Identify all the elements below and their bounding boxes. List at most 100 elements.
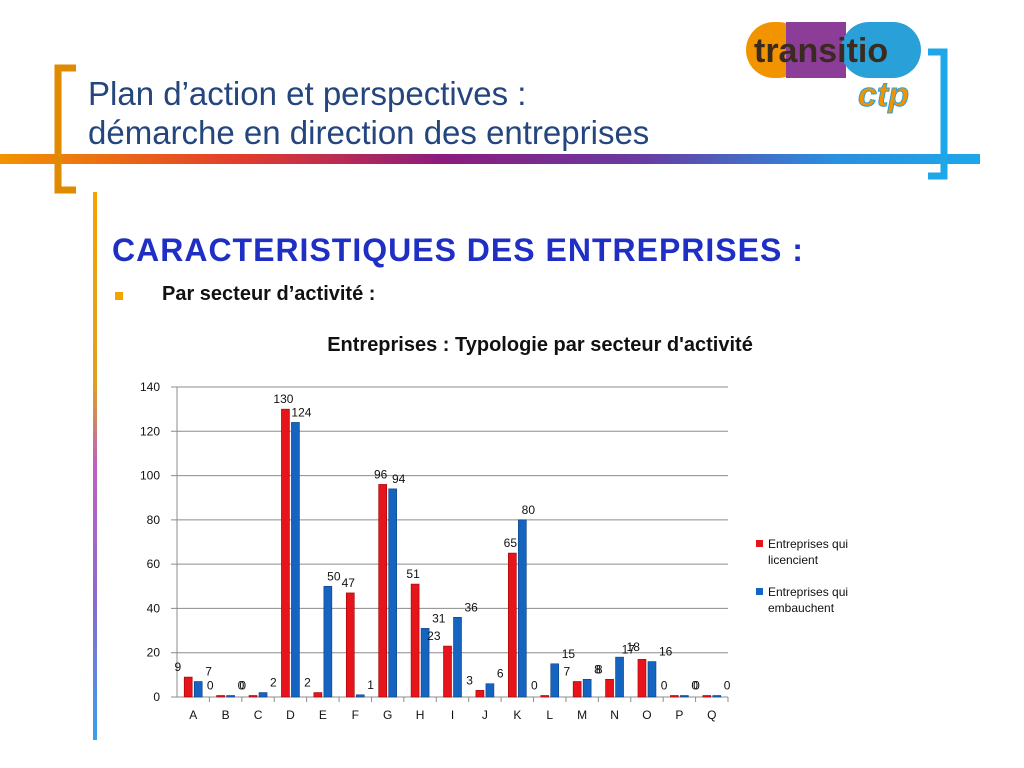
bar-licencient [378,484,387,698]
right-bracket [928,48,948,180]
data-label: 16 [659,645,673,659]
bar-licencient [605,678,614,698]
bar-licencient [637,659,647,698]
data-label: 0 [238,679,245,693]
svg-text:ctp: ctp [858,76,909,114]
data-label: 96 [374,467,388,481]
x-tick-label: K [513,708,521,722]
data-label: 7 [205,665,212,679]
legend-swatch [756,540,763,547]
x-tick-label: M [577,708,587,722]
bar-licencient [508,552,517,698]
bar-embauchent [291,422,300,698]
bar-embauchent [518,519,527,698]
data-label: 0 [693,679,700,693]
left-bracket [54,64,76,194]
bar-licencient [702,695,712,698]
data-label: 15 [562,647,576,661]
y-tick-label: 20 [147,646,161,660]
transitio-logo: transitio ctp [746,22,921,115]
x-tick-label: O [642,708,651,722]
x-tick-label: A [189,708,197,722]
data-label: 80 [522,503,536,517]
data-label: 0 [661,679,668,693]
title-line-1: Plan d’action et perspectives : [88,75,527,112]
bar-embauchent [680,695,689,698]
title-line-2: démarche en direction des entreprises [88,114,650,151]
x-tick-label: L [546,708,553,722]
bar-embauchent [193,681,203,698]
x-tick-label: N [610,708,619,722]
bar-embauchent [615,656,624,698]
x-tick-label: C [254,708,263,722]
data-label: 9 [175,660,182,674]
y-tick-label: 120 [140,424,160,438]
bar-licencient [443,645,452,698]
bar-licencient [572,681,582,698]
x-tick-label: Q [707,708,716,722]
bar-licencient [540,695,550,698]
data-label: 130 [273,392,293,406]
data-label: 36 [465,600,479,614]
data-label: 0 [239,679,246,693]
slide-title: Plan d’action et perspectives : démarche… [88,74,649,152]
bullet-text: Par secteur d’activité : [162,283,376,305]
data-label: 124 [291,405,311,419]
data-label: 17 [622,642,636,656]
data-label: 18 [627,640,641,654]
x-tick-label: D [286,708,295,722]
bar-licencient [183,676,193,698]
bar-embauchent [388,488,397,698]
bullet-square-icon [115,292,123,300]
data-label: 47 [342,576,356,590]
bar-embauchent [258,692,268,698]
x-tick-label: F [352,708,359,722]
bar-embauchent [712,695,722,698]
data-label: 50 [327,569,341,583]
y-tick-label: 80 [147,513,161,527]
y-tick-label: 40 [147,601,161,615]
bar-embauchent [323,585,333,698]
bar-licencient [216,695,225,698]
bar-licencient [410,583,420,698]
data-label: 0 [207,679,214,693]
x-tick-label: G [383,708,392,722]
data-label: 0 [531,679,538,693]
bar-licencient [248,695,258,698]
bar-embauchent [420,628,430,698]
data-label: 51 [406,567,420,581]
bar-licencient [345,592,355,698]
data-label: 65 [504,536,518,550]
content-rule [93,192,97,740]
data-label: 6 [497,667,504,681]
bar-embauchent [226,695,235,698]
header-band [0,154,980,164]
bar-embauchent [550,663,560,698]
data-label: 8 [594,662,601,676]
data-label: 2 [270,676,277,690]
x-tick-label: J [482,708,488,722]
data-label: 7 [563,665,570,679]
bar-licencient [313,692,323,698]
data-label: 1 [367,678,374,692]
data-label: 0 [691,679,698,693]
x-tick-label: I [451,708,454,722]
x-tick-label: B [222,708,230,722]
section-heading: CARACTERISTIQUES DES ENTREPRISES : [112,232,804,268]
bar-embauchent [453,616,462,698]
bar-licencient [475,690,485,698]
legend-swatch [756,588,763,595]
x-tick-label: P [675,708,683,722]
data-label: 23 [427,629,441,643]
data-label: 94 [392,472,406,486]
data-label: 2 [304,676,311,690]
bar-embauchent [647,661,657,698]
data-label: 0 [724,679,731,693]
bar-licencient [670,695,679,698]
data-label: 3 [466,673,473,687]
svg-text:transitio: transitio [754,32,888,70]
legend-label: Entreprises qui embauchent [768,585,848,615]
bar-embauchent [485,683,495,698]
